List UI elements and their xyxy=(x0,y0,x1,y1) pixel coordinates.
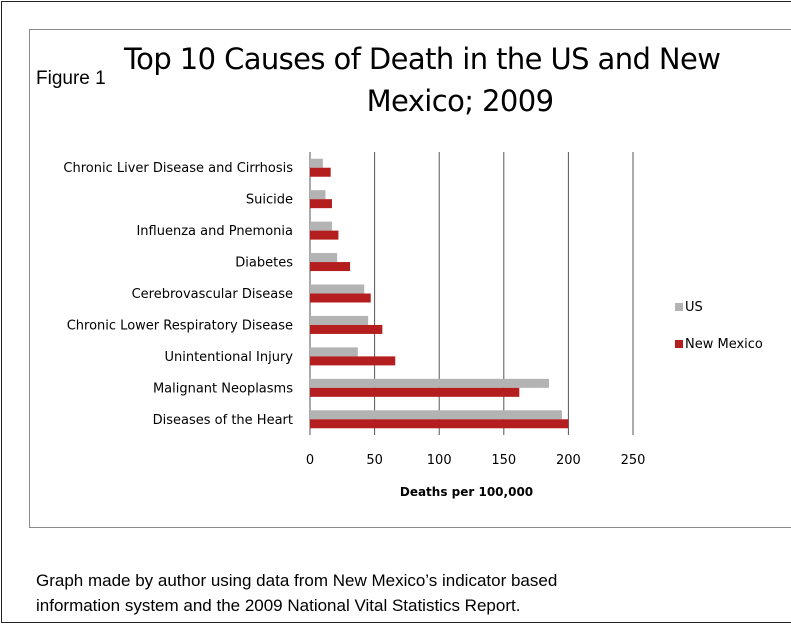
category-label: Suicide xyxy=(246,193,293,208)
bar-new-mexico xyxy=(310,293,371,303)
category-label: Unintentional Injury xyxy=(164,350,293,365)
chart-area xyxy=(29,29,791,528)
bar-us xyxy=(310,190,326,200)
bar-us xyxy=(310,378,550,388)
bar-new-mexico xyxy=(310,324,383,334)
bar-us xyxy=(310,315,369,325)
x-tick-label: 100 xyxy=(427,453,452,468)
bar-us xyxy=(310,410,562,420)
category-label: Diseases of the Heart xyxy=(153,413,293,428)
bar-us xyxy=(310,158,323,168)
x-tick-label: 150 xyxy=(491,453,516,468)
x-axis-title: Deaths per 100,000 xyxy=(400,485,533,499)
caption: Graph made by author using data from New… xyxy=(36,568,776,618)
bar-new-mexico xyxy=(310,356,396,366)
bar-new-mexico xyxy=(310,167,331,177)
figure-label: Figure 1 xyxy=(36,68,106,89)
bar-new-mexico xyxy=(310,199,332,209)
category-label: Cerebrovascular Disease xyxy=(132,287,293,302)
legend-swatch xyxy=(675,340,683,348)
bar-new-mexico xyxy=(310,387,520,397)
bar-new-mexico xyxy=(310,230,339,240)
chart-title-line-1: Top 10 Causes of Death in the US and New xyxy=(124,42,721,76)
caption-line-2: information system and the 2009 National… xyxy=(36,596,521,615)
category-label: Chronic Lower Respiratory Disease xyxy=(67,318,293,333)
bar-new-mexico xyxy=(310,419,569,429)
bar-us xyxy=(310,221,332,231)
bar-new-mexico xyxy=(310,262,351,272)
category-label: Influenza and Pnemonia xyxy=(136,224,293,239)
legend: US New Mexico xyxy=(675,300,763,352)
bars xyxy=(310,158,569,429)
legend-swatch xyxy=(675,303,683,311)
x-tick-label: 0 xyxy=(306,453,314,468)
category-label: Malignant Neoplasms xyxy=(153,381,293,396)
legend-label: US xyxy=(685,300,703,315)
x-tick-labels: 0 50 100 150 200 250 xyxy=(306,453,646,468)
category-label: Diabetes xyxy=(235,256,293,271)
x-tick-label: 250 xyxy=(621,453,646,468)
x-tick-label: 50 xyxy=(366,453,383,468)
bar-us xyxy=(310,253,338,263)
x-tick-label: 200 xyxy=(556,453,581,468)
bar-us xyxy=(310,284,365,294)
chart-title-line-2: Mexico; 2009 xyxy=(366,84,554,118)
category-labels: Diseases of the Heart Malignant Neoplasms… xyxy=(63,161,293,428)
caption-line-1: Graph made by author using data from New… xyxy=(36,571,558,590)
legend-label: New Mexico xyxy=(685,337,763,352)
bar-us xyxy=(310,347,358,357)
category-label: Chronic Liver Disease and Cirrhosis xyxy=(63,161,293,176)
